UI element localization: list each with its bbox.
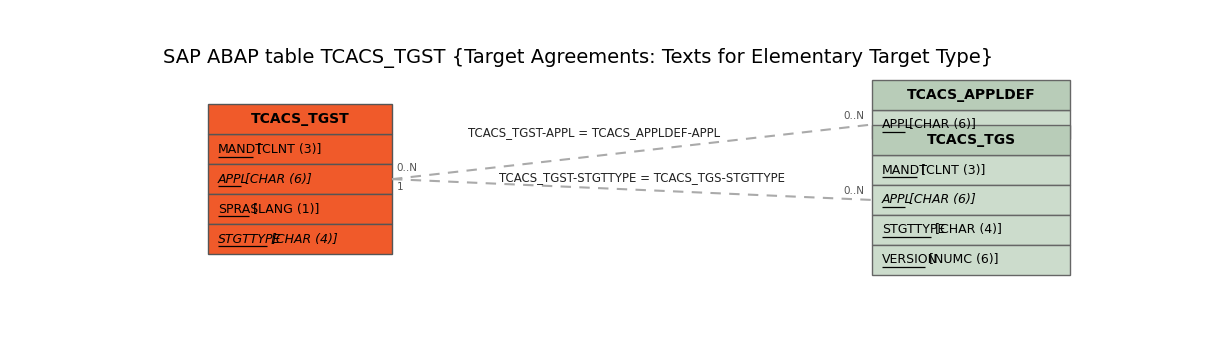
FancyBboxPatch shape bbox=[872, 80, 1070, 110]
Text: TCACS_TGST-APPL = TCACS_APPLDEF-APPL: TCACS_TGST-APPL = TCACS_APPLDEF-APPL bbox=[468, 126, 720, 139]
Text: [CLNT (3)]: [CLNT (3)] bbox=[254, 143, 322, 156]
Text: TCACS_TGST: TCACS_TGST bbox=[250, 112, 350, 126]
FancyBboxPatch shape bbox=[872, 185, 1070, 215]
Text: SPRAS: SPRAS bbox=[217, 202, 258, 216]
Text: APPL: APPL bbox=[882, 193, 912, 207]
Text: MANDT: MANDT bbox=[217, 143, 264, 156]
Text: 1: 1 bbox=[396, 182, 403, 192]
FancyBboxPatch shape bbox=[209, 104, 392, 134]
Text: [CHAR (4)]: [CHAR (4)] bbox=[931, 223, 1001, 236]
FancyBboxPatch shape bbox=[872, 245, 1070, 275]
Text: STGTTYPE: STGTTYPE bbox=[217, 233, 281, 245]
Text: [CLNT (3)]: [CLNT (3)] bbox=[917, 164, 985, 176]
Text: STGTTYPE: STGTTYPE bbox=[882, 223, 945, 236]
Text: [CHAR (6)]: [CHAR (6)] bbox=[242, 173, 312, 186]
Text: SAP ABAP table TCACS_TGST {Target Agreements: Texts for Elementary Target Type}: SAP ABAP table TCACS_TGST {Target Agreem… bbox=[163, 48, 994, 68]
Text: 0..N: 0..N bbox=[396, 163, 418, 173]
Text: [CHAR (6)]: [CHAR (6)] bbox=[905, 118, 976, 131]
Text: 0..N: 0..N bbox=[843, 186, 865, 196]
Text: [CHAR (4)]: [CHAR (4)] bbox=[267, 233, 338, 245]
Text: [NUMC (6)]: [NUMC (6)] bbox=[925, 253, 999, 266]
FancyBboxPatch shape bbox=[209, 224, 392, 254]
FancyBboxPatch shape bbox=[209, 164, 392, 194]
Text: TCACS_TGST-STGTTYPE = TCACS_TGS-STGTTYPE: TCACS_TGST-STGTTYPE = TCACS_TGS-STGTTYPE bbox=[498, 171, 785, 184]
Text: TCACS_TGS: TCACS_TGS bbox=[927, 133, 1016, 147]
Text: VERSION: VERSION bbox=[882, 253, 938, 266]
Text: APPL: APPL bbox=[882, 118, 912, 131]
Text: TCACS_APPLDEF: TCACS_APPLDEF bbox=[906, 88, 1035, 101]
FancyBboxPatch shape bbox=[209, 194, 392, 224]
Text: [LANG (1)]: [LANG (1)] bbox=[249, 202, 320, 216]
Text: APPL: APPL bbox=[217, 173, 248, 186]
Text: 0..N: 0..N bbox=[843, 111, 865, 121]
FancyBboxPatch shape bbox=[209, 134, 392, 164]
FancyBboxPatch shape bbox=[872, 125, 1070, 155]
FancyBboxPatch shape bbox=[872, 215, 1070, 245]
FancyBboxPatch shape bbox=[872, 155, 1070, 185]
FancyBboxPatch shape bbox=[872, 110, 1070, 140]
Text: MANDT: MANDT bbox=[882, 164, 927, 176]
Text: [CHAR (6)]: [CHAR (6)] bbox=[905, 193, 976, 207]
